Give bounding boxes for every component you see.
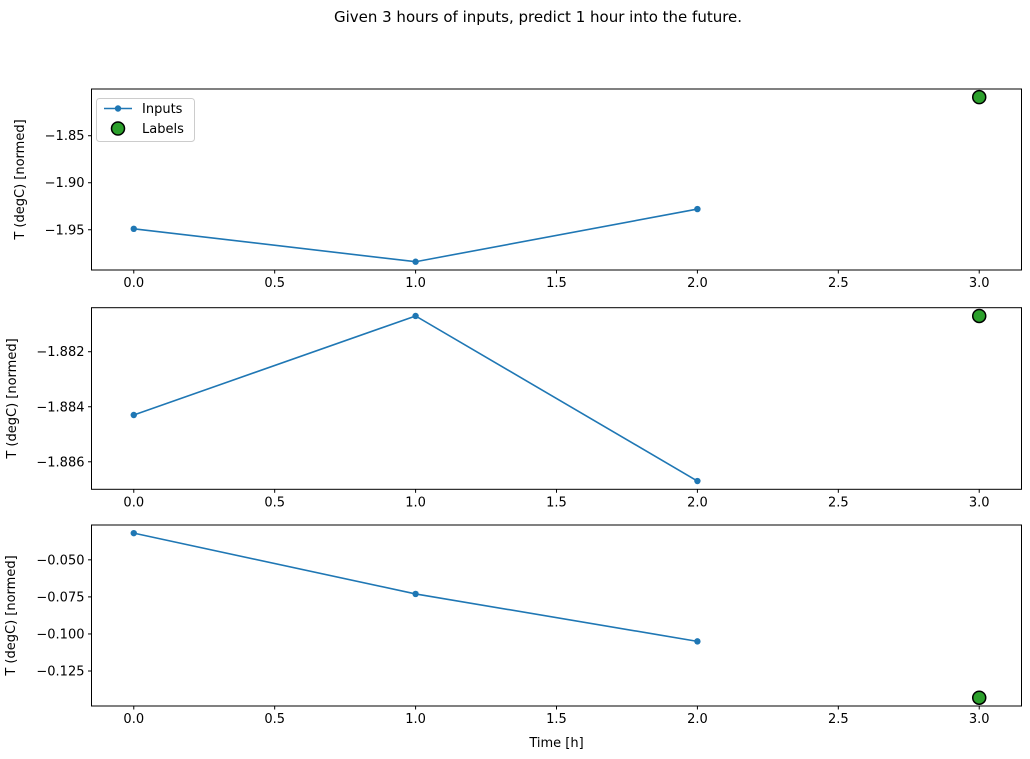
x-tick-label: 1.0 [405,276,426,291]
y-tick-label: −1.95 [45,223,85,238]
inputs-line [133,532,698,643]
axes-frame [91,88,1022,271]
inputs-marker [694,477,701,485]
x-tick-label: 2.5 [828,712,849,727]
inputs-marker [412,258,419,265]
x-tick-label: 1.5 [546,276,567,291]
x-tick-label: 0.0 [123,495,144,510]
x-tick-label: 1.5 [546,712,567,727]
inputs-marker [694,638,701,645]
x-tick-label: 2.0 [687,276,708,291]
x-tick-label: 0.0 [123,712,144,727]
y-tick-label: −1.886 [36,455,84,470]
y-tick-label: −1.884 [36,400,84,415]
y-axis-label: T (degC) [normed] [5,338,20,459]
y-axis-label: T (degC) [normed] [13,119,28,240]
y-tick-label: −0.100 [36,627,84,642]
legend-labels-marker [110,121,126,136]
x-tick-label: 2.0 [687,495,708,510]
legend-inputs-label: Inputs [142,102,183,117]
x-tick-label: 2.0 [687,712,708,727]
subplot-3: 0.0 0.5 1.0 1.5 2.0 2.5 3.0 −0.050 −0.075 −0.100 −… [4,524,1022,751]
legend-labels-label: Labels [142,122,184,137]
y-tick-label: −0.125 [36,665,84,680]
x-tick-label: 3.0 [969,712,990,727]
y-tick-label: −1.882 [36,345,84,360]
inputs-marker [694,205,701,213]
x-tick-label: 0.5 [264,276,285,291]
inputs-marker [412,590,419,598]
subplot-2: 0.0 0.5 1.0 1.5 2.0 2.5 3.0 −1.882 −1.884 −1.886 T… [5,307,1022,510]
inputs-line [133,315,698,482]
x-tick-label: 1.0 [405,495,426,510]
y-tick-label: −0.075 [36,590,84,605]
labels-point [971,308,987,324]
x-tick-label: 2.5 [828,495,849,510]
inputs-marker [412,312,419,320]
legend: Inputs Labels [96,98,195,142]
subplot-1: 0.0 0.5 1.0 1.5 2.0 2.5 3.0 −1.85 −1.90 −1.95 T (d… [13,88,1022,291]
x-tick-label: 2.5 [828,276,849,291]
y-tick-label: −0.050 [36,553,84,568]
x-tick-label: 3.0 [969,276,990,291]
x-tick-label: 1.0 [405,712,426,727]
inputs-marker [130,411,137,419]
x-tick-label: 1.5 [546,495,567,510]
y-axis-label: T (degC) [normed] [4,555,19,676]
axes-frame [91,524,1022,707]
legend-inputs-marker [114,105,122,112]
labels-point [971,690,987,705]
labels-point [971,89,987,105]
y-tick-label: −1.85 [45,129,85,144]
x-tick-label: 0.0 [123,276,144,291]
x-axis-label: Time [h] [528,736,583,751]
x-tick-label: 3.0 [969,495,990,510]
y-tick-label: −1.90 [45,176,85,191]
x-tick-label: 0.5 [264,712,285,727]
figure-title: Given 3 hours of inputs, predict 1 hour … [333,8,743,26]
x-tick-label: 0.5 [264,495,285,510]
inputs-marker [130,225,137,233]
inputs-marker [130,529,137,537]
inputs-line [133,208,698,263]
